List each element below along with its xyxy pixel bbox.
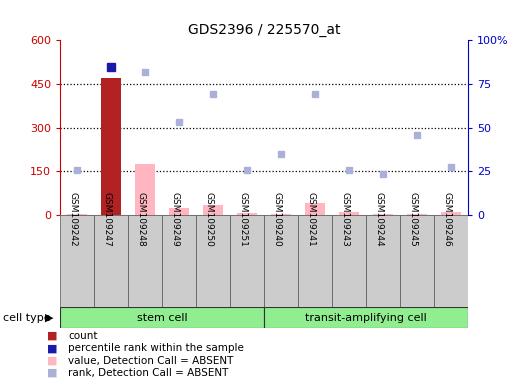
Text: stem cell: stem cell	[137, 313, 187, 323]
Text: GSM109248: GSM109248	[136, 192, 145, 247]
Bar	[169, 208, 189, 215]
Text: ▶: ▶	[46, 313, 54, 323]
Text: cell type: cell type	[3, 313, 50, 323]
Bar	[264, 215, 298, 307]
Text: rank, Detection Call = ABSENT: rank, Detection Call = ABSENT	[68, 368, 229, 378]
Text: GSM109251: GSM109251	[238, 192, 247, 247]
Text: ■: ■	[47, 356, 58, 366]
Text: GSM109244: GSM109244	[374, 192, 383, 247]
Text: ■: ■	[47, 331, 58, 341]
Bar	[332, 215, 366, 307]
Bar	[441, 212, 461, 215]
Text: ■: ■	[47, 368, 58, 378]
Bar	[264, 307, 468, 328]
Bar	[305, 204, 325, 215]
Text: GSM109247: GSM109247	[102, 192, 111, 247]
Bar	[230, 215, 264, 307]
Bar	[128, 215, 162, 307]
Bar	[60, 215, 94, 307]
Bar	[203, 205, 223, 215]
Text: transit-amplifying cell: transit-amplifying cell	[305, 313, 427, 323]
Bar	[434, 215, 468, 307]
Bar	[67, 214, 87, 215]
Bar	[339, 212, 359, 215]
Bar	[94, 215, 128, 307]
Bar	[135, 164, 155, 215]
Text: GSM109246: GSM109246	[442, 192, 451, 247]
Text: count: count	[68, 331, 97, 341]
Text: GSM109249: GSM109249	[170, 192, 179, 247]
Bar	[196, 215, 230, 307]
Bar	[101, 78, 121, 215]
Text: value, Detection Call = ABSENT: value, Detection Call = ABSENT	[68, 356, 233, 366]
Bar	[366, 215, 400, 307]
Bar	[60, 307, 264, 328]
Bar	[271, 214, 291, 215]
Text: GSM109242: GSM109242	[68, 192, 77, 247]
Text: GSM109245: GSM109245	[408, 192, 417, 247]
Bar	[373, 214, 393, 215]
Text: GSM109241: GSM109241	[306, 192, 315, 247]
Text: GSM109240: GSM109240	[272, 192, 281, 247]
Text: ■: ■	[47, 343, 58, 353]
Bar	[162, 215, 196, 307]
Text: percentile rank within the sample: percentile rank within the sample	[68, 343, 244, 353]
Bar	[298, 215, 332, 307]
Bar	[407, 214, 427, 215]
Text: GSM109250: GSM109250	[204, 192, 213, 247]
Bar	[237, 213, 257, 215]
Title: GDS2396 / 225570_at: GDS2396 / 225570_at	[188, 23, 340, 36]
Bar	[400, 215, 434, 307]
Text: GSM109243: GSM109243	[340, 192, 349, 247]
